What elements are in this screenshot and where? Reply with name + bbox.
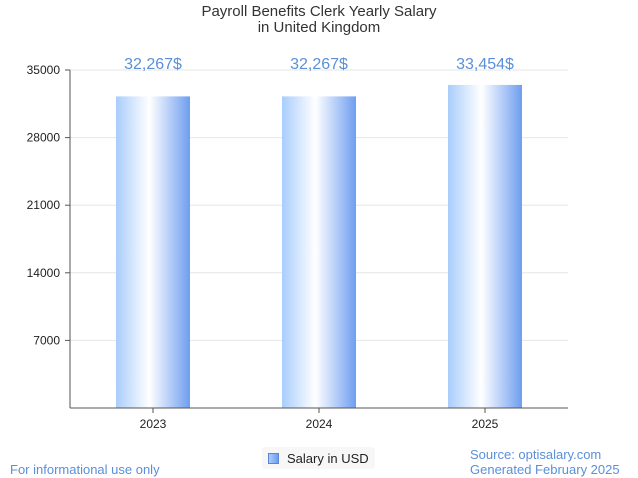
footer-source: Source: optisalary.com xyxy=(470,447,602,462)
chart-title-line1: Payroll Benefits Clerk Yearly Salary xyxy=(201,3,437,20)
footer-generated: Generated February 2025 xyxy=(470,462,620,477)
value-label: 32,267$ xyxy=(290,56,348,73)
bars xyxy=(116,84,522,409)
y-tick-label: 14000 xyxy=(27,266,61,280)
x-tick-label: 2025 xyxy=(472,417,499,431)
y-tick-label: 28000 xyxy=(27,131,61,145)
value-label: 33,454$ xyxy=(456,56,514,73)
y-tick-label: 21000 xyxy=(27,198,61,212)
footer-disclaimer: For informational use only xyxy=(10,462,160,477)
y-tick-label: 7000 xyxy=(33,333,60,347)
legend-label: Salary in USD xyxy=(287,450,369,466)
bar-2023[interactable] xyxy=(116,96,190,408)
y-tick-label: 35000 xyxy=(27,63,61,77)
legend-swatch-icon xyxy=(268,452,279,464)
legend[interactable]: Salary in USD xyxy=(262,447,375,469)
chart-title-line2: in United Kingdom xyxy=(257,19,381,36)
axes xyxy=(65,69,568,413)
bar-2024[interactable] xyxy=(282,96,356,408)
bar-2025[interactable] xyxy=(448,84,522,409)
x-tick-label: 2024 xyxy=(306,417,333,431)
labels: 7000 14000 21000 28000 35000 2023 32,267$ 2024 3… xyxy=(27,56,514,431)
value-label: 32,267$ xyxy=(124,56,182,73)
x-tick-label: 2023 xyxy=(140,417,167,431)
